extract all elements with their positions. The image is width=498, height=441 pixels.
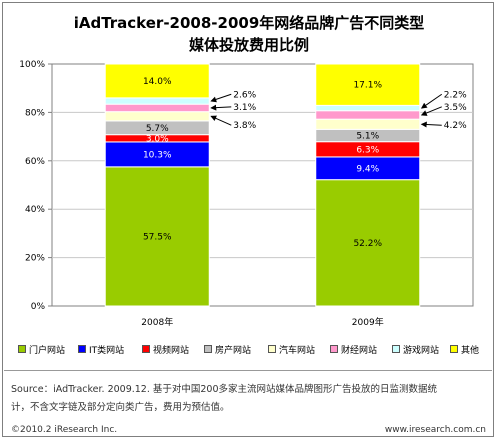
legend-swatch <box>450 345 458 353</box>
source-note-line2: 计，不含文字链及部分定向类广告，费用为预估值。 <box>11 402 230 413</box>
data-label: 3.8% <box>233 121 256 131</box>
website: www.iresearch.com.cn <box>384 425 486 435</box>
bar-segment <box>315 110 421 120</box>
y-tick-label: 40% <box>25 205 45 215</box>
chart-title-line1: iAdTracker-2008-2009年网络品牌广告不同类型 <box>73 14 425 32</box>
y-tick-label: 100% <box>19 60 45 70</box>
bar-segment <box>315 118 421 130</box>
legend-item: 财经网站 <box>330 342 377 356</box>
legend-item: 房产网站 <box>204 342 251 356</box>
legend-swatch <box>204 345 212 353</box>
data-label: 3.5% <box>444 103 467 113</box>
legend-label: 门户网站 <box>29 345 66 356</box>
bar-segment <box>315 104 421 112</box>
data-label: 5.1% <box>356 132 379 142</box>
legend-label: IT类网站 <box>89 345 125 356</box>
bar-segment <box>104 103 210 113</box>
legend-swatch <box>142 345 150 353</box>
chart-frame <box>2 2 494 437</box>
legend-item: 其他 <box>450 342 479 356</box>
data-label: 9.4% <box>356 164 379 174</box>
chart-title-line2: 媒体投放费用比例 <box>188 36 309 54</box>
x-category-label: 2008年 <box>141 316 173 328</box>
data-label: 57.5% <box>143 232 172 242</box>
y-tick-label: 0% <box>31 302 46 312</box>
bar-segment <box>104 97 210 105</box>
legend-label: 视频网站 <box>153 345 190 356</box>
bar-segment <box>104 111 210 122</box>
data-label: 6.3% <box>356 145 379 155</box>
data-label: 3.1% <box>233 103 256 113</box>
divider <box>4 370 492 371</box>
legend-swatch <box>268 345 276 353</box>
bar-segment <box>315 179 421 307</box>
leader-arrow <box>210 104 232 111</box>
data-label: 17.1% <box>353 81 382 91</box>
data-label: 14.0% <box>143 77 172 87</box>
legend-label: 游戏网站 <box>403 345 440 356</box>
legend-label: 其他 <box>461 345 480 356</box>
leader-arrow <box>210 93 232 103</box>
legend: 门户网站 IT类网站 视频网站 房产网站 汽车网站 财经网站 游戏网站 其他 <box>18 342 488 356</box>
data-label: 10.3% <box>143 150 172 160</box>
x-category-label: 2009年 <box>352 316 384 328</box>
data-label: 4.2% <box>444 121 467 131</box>
legend-swatch <box>330 345 338 353</box>
leader-arrow <box>420 121 442 128</box>
data-label: 2.6% <box>233 90 256 100</box>
legend-label: 汽车网站 <box>279 345 316 356</box>
legend-swatch <box>392 345 400 353</box>
source-note-line1: Source：iAdTracker. 2009.12. 基于对中国200多家主流… <box>11 384 438 395</box>
legend-label: 财经网站 <box>341 345 378 356</box>
legend-swatch <box>78 345 86 353</box>
bar-segment <box>104 63 210 99</box>
legend-item: 门户网站 <box>18 342 65 356</box>
leader-arrow <box>420 106 442 116</box>
legend-item: 视频网站 <box>142 342 189 356</box>
data-label: 2.2% <box>444 90 467 100</box>
legend-label: 房产网站 <box>215 345 252 356</box>
bar-segment <box>104 141 210 168</box>
leader-arrow <box>420 93 443 109</box>
copyright: ©2010.2 iResearch Inc. <box>11 425 118 435</box>
data-label: 3.0% <box>146 134 169 144</box>
legend-swatch <box>18 345 26 353</box>
y-tick-label: 20% <box>25 254 45 264</box>
y-tick-label: 80% <box>25 108 45 118</box>
data-label: 52.2% <box>353 239 382 249</box>
data-label: 5.7% <box>146 124 169 134</box>
leader-arrow <box>210 115 232 126</box>
legend-item: IT类网站 <box>78 342 124 356</box>
legend-item: 汽车网站 <box>268 342 315 356</box>
stacked-bar-chart: 0% 20% 40% 60% 80% 100% 57.5% 10.3% 3.0%5.7% 3.8%… <box>19 60 474 328</box>
legend-item: 游戏网站 <box>392 342 439 356</box>
bar-segment <box>315 63 421 106</box>
y-tick-label: 60% <box>25 157 45 167</box>
